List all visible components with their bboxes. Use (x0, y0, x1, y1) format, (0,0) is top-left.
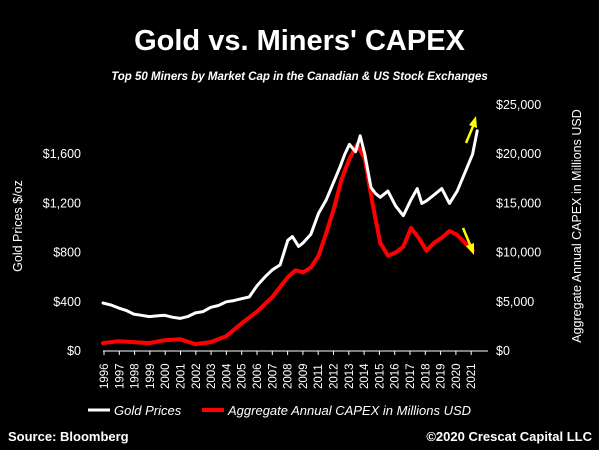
left-y-tick-label: $1,600 (43, 147, 81, 161)
x-tick-label: 2018 (420, 363, 432, 389)
copyright-note: ©2020 Crescat Capital LLC (426, 429, 592, 444)
right-y-tick-label: $10,000 (496, 246, 541, 260)
capex-series-line (101, 142, 475, 347)
up-arrow-icon (464, 116, 477, 144)
x-tick-label: 2008 (283, 363, 295, 389)
source-note: Source: Bloomberg (8, 429, 129, 444)
left-y-tick-label: $0 (67, 344, 81, 358)
legend: Gold Prices Aggregate Annual CAPEX in Mi… (88, 403, 471, 418)
x-tick-label: 2021 (466, 363, 478, 389)
x-tick-label: 2020 (451, 363, 463, 389)
x-tick-label: 2004 (221, 363, 233, 389)
x-tick-label: 2001 (176, 363, 188, 389)
x-tick-label: 2014 (359, 363, 371, 389)
right-y-tick-label: $5,000 (496, 295, 534, 309)
x-tick-label: 2005 (237, 363, 249, 389)
x-tick-label: 2011 (313, 364, 325, 389)
chart-subtitle: Top 50 Miners by Market Cap in the Canad… (111, 71, 488, 83)
x-tick-label: 2012 (329, 363, 341, 389)
legend-capex-label: Aggregate Annual CAPEX in Millions USD (227, 403, 471, 418)
right-y-axis-label: Aggregate Annual CAPEX in Millions USD (570, 109, 584, 342)
x-tick-label: 2013 (344, 363, 356, 389)
right-y-tick-label: $25,000 (496, 98, 541, 112)
x-tick-label: 2006 (252, 363, 264, 389)
left-y-tick-label: $800 (53, 246, 81, 260)
left-y-tick-label: $400 (53, 295, 81, 309)
x-tick-label: 2003 (206, 363, 218, 389)
left-y-axis-ticks: $0 $400 $800 $1,200 $1,600 (43, 147, 81, 358)
x-tick-label: 2000 (160, 363, 172, 389)
left-y-axis-label: Gold Prices $/oz (11, 180, 25, 272)
x-axis-ticks: 1996 1997 1998 1999 2000 2001 2002 2003 2004 2005… (99, 351, 478, 389)
right-y-tick-label: $15,000 (496, 196, 541, 210)
x-tick-label: 2016 (390, 363, 402, 389)
x-tick-label: 1999 (145, 363, 157, 389)
x-tick-label: 1998 (130, 363, 142, 389)
chart-title: Gold vs. Miners' CAPEX (134, 25, 465, 57)
x-tick-label: 2002 (191, 363, 203, 389)
down-arrow-icon (461, 227, 474, 255)
left-y-tick-label: $1,200 (43, 196, 81, 210)
legend-gold-label: Gold Prices (114, 403, 182, 418)
x-tick-label: 2015 (374, 363, 386, 389)
x-tick-label: 2019 (436, 363, 448, 389)
gold-price-series-line (101, 129, 479, 320)
right-y-tick-label: $20,000 (496, 147, 541, 161)
x-tick-label: 2009 (298, 363, 310, 389)
right-y-axis-ticks: $0 $5,000 $10,000 $15,000 $20,000 $25,000 (496, 98, 541, 358)
x-tick-label: 1996 (99, 363, 111, 389)
right-y-tick-label: $0 (496, 344, 510, 358)
x-tick-label: 1997 (114, 363, 126, 389)
x-tick-label: 2007 (267, 363, 279, 389)
x-tick-label: 2017 (405, 363, 417, 389)
